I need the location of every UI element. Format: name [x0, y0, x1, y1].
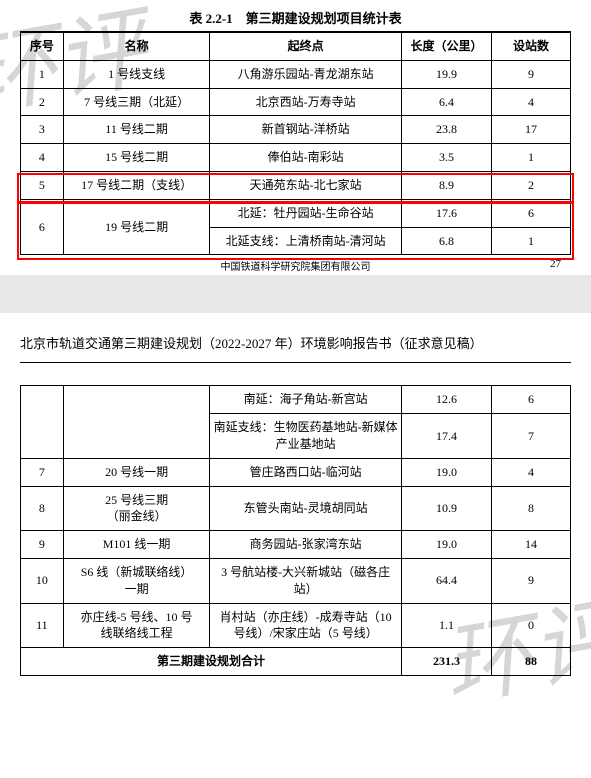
- table-row: 6 19 号线二期 北延：牡丹园站-生命谷站 17.6 6: [21, 199, 571, 227]
- table-row: 8 25 号线三期 （丽金线） 东管头南站-灵境胡同站 10.9 8: [21, 486, 571, 531]
- table-row: 5 17 号线二期（支线） 天通苑东站-北七家站 8.9 2: [21, 171, 571, 199]
- table-row: 10 S6 线（新城联络线） 一期 3 号航站楼-大兴新城站（磁各庄站） 64.…: [21, 558, 571, 603]
- cell-stations: 8: [492, 486, 571, 531]
- cell-name: 25 号线三期 （丽金线）: [63, 486, 210, 531]
- cell-terminals: 北延支线：上清桥南站-清河站: [210, 227, 402, 255]
- cell-terminals: 管庄路西口站-临河站: [210, 458, 402, 486]
- cell-terminals: 八角游乐园站-青龙湖东站: [210, 60, 402, 88]
- cell-stations: 14: [492, 531, 571, 559]
- cell-stations: 4: [492, 458, 571, 486]
- page-divider: [0, 275, 591, 313]
- cell-name: 1 号线支线: [63, 60, 210, 88]
- table-row: 9 M101 线一期 商务园站-张家湾东站 19.0 14: [21, 531, 571, 559]
- document-header: 北京市轨道交通第三期建设规划（2022-2027 年）环境影响报告书（征求意见稿…: [20, 327, 571, 363]
- cell-length: 64.4: [401, 558, 491, 603]
- cell-total-stations: 88: [492, 648, 571, 676]
- cell-terminals: 肖村站（亦庄线）-成寿寺站（10 号线）/宋家庄站（5 号线）: [210, 603, 402, 648]
- table-total-row: 第三期建设规划合计 231.3 88: [21, 648, 571, 676]
- cell-name: 7 号线三期（北延）: [63, 88, 210, 116]
- cell-terminals: 天通苑东站-北七家站: [210, 171, 402, 199]
- table-row: 4 15 号线二期 俸伯站-南彩站 3.5 1: [21, 144, 571, 172]
- cell-seq: 5: [21, 171, 64, 199]
- cell-name: M101 线一期: [63, 531, 210, 559]
- cell-terminals: 东管头南站-灵境胡同站: [210, 486, 402, 531]
- cell-length: 3.5: [401, 144, 491, 172]
- cell-length: 19.0: [401, 531, 491, 559]
- footer-org: 中国铁道科学研究院集团有限公司: [221, 262, 371, 273]
- cell-seq: 2: [21, 88, 64, 116]
- cell-seq: 3: [21, 116, 64, 144]
- page-1: 环评 表 2.2-1 第三期建设规划项目统计表 序号 名称 起终点 长度（公里）…: [0, 0, 591, 275]
- cell-name: 15 号线二期: [63, 144, 210, 172]
- cell-stations: 1: [492, 144, 571, 172]
- cell-terminals: 北京西站-万寿寺站: [210, 88, 402, 116]
- cell-name: 20 号线一期: [63, 458, 210, 486]
- cell-seq: [21, 386, 64, 458]
- table-row: 3 11 号线二期 新首钢站-洋桥站 23.8 17: [21, 116, 571, 144]
- cell-length: 12.6: [401, 386, 491, 414]
- hdr-seq: 序号: [21, 33, 64, 61]
- cell-length: 10.9: [401, 486, 491, 531]
- cell-name: 19 号线二期: [63, 199, 210, 255]
- cell-terminals: 商务园站-张家湾东站: [210, 531, 402, 559]
- cell-name: 11 号线二期: [63, 116, 210, 144]
- cell-length: 23.8: [401, 116, 491, 144]
- cell-terminals: 新首钢站-洋桥站: [210, 116, 402, 144]
- cell-length: 17.4: [401, 414, 491, 459]
- cell-seq: 11: [21, 603, 64, 648]
- hdr-terminals: 起终点: [210, 33, 402, 61]
- table-row: 1 1 号线支线 八角游乐园站-青龙湖东站 19.9 9: [21, 60, 571, 88]
- cell-seq: 9: [21, 531, 64, 559]
- cell-seq: 7: [21, 458, 64, 486]
- cell-length: 6.4: [401, 88, 491, 116]
- cell-seq: 4: [21, 144, 64, 172]
- cell-name: 亦庄线-5 号线、10 号 线联络线工程: [63, 603, 210, 648]
- table-1-title: 表 2.2-1 第三期建设规划项目统计表: [20, 8, 571, 32]
- table-row: 2 7 号线三期（北延） 北京西站-万寿寺站 6.4 4: [21, 88, 571, 116]
- cell-seq: 8: [21, 486, 64, 531]
- cell-terminals: 南延：海子角站-新宫站: [210, 386, 402, 414]
- cell-terminals: 俸伯站-南彩站: [210, 144, 402, 172]
- cell-name: [63, 386, 210, 458]
- hdr-length: 长度（公里）: [401, 33, 491, 61]
- table-2: 南延：海子角站-新宫站 12.6 6 南延支线：生物医药基地站-新媒体产业基地站…: [20, 385, 571, 676]
- cell-length: 19.9: [401, 60, 491, 88]
- cell-length: 19.0: [401, 458, 491, 486]
- cell-length: 8.9: [401, 171, 491, 199]
- table-row: 11 亦庄线-5 号线、10 号 线联络线工程 肖村站（亦庄线）-成寿寺站（10…: [21, 603, 571, 648]
- cell-stations: 6: [492, 199, 571, 227]
- cell-stations: 7: [492, 414, 571, 459]
- cell-seq: 6: [21, 199, 64, 255]
- cell-stations: 9: [492, 60, 571, 88]
- hdr-stations: 设站数: [492, 33, 571, 61]
- cell-stations: 9: [492, 558, 571, 603]
- cell-total-label: 第三期建设规划合计: [21, 648, 402, 676]
- footer-page-number: 27: [550, 258, 561, 270]
- cell-seq: 10: [21, 558, 64, 603]
- footer: 中国铁道科学研究院集团有限公司 27: [20, 258, 571, 273]
- cell-stations: 1: [492, 227, 571, 255]
- cell-stations: 6: [492, 386, 571, 414]
- cell-length: 1.1: [401, 603, 491, 648]
- hdr-name: 名称: [63, 33, 210, 61]
- table-row: 7 20 号线一期 管庄路西口站-临河站 19.0 4: [21, 458, 571, 486]
- cell-stations: 4: [492, 88, 571, 116]
- cell-stations: 17: [492, 116, 571, 144]
- page-2: 环评 北京市轨道交通第三期建设规划（2022-2027 年）环境影响报告书（征求…: [0, 313, 591, 680]
- table-1-header-row: 序号 名称 起终点 长度（公里） 设站数: [21, 33, 571, 61]
- cell-name: S6 线（新城联络线） 一期: [63, 558, 210, 603]
- cell-total-length: 231.3: [401, 648, 491, 676]
- cell-terminals: 南延支线：生物医药基地站-新媒体产业基地站: [210, 414, 402, 459]
- cell-terminals: 北延：牡丹园站-生命谷站: [210, 199, 402, 227]
- cell-stations: 0: [492, 603, 571, 648]
- cell-length: 17.6: [401, 199, 491, 227]
- table-row: 南延：海子角站-新宫站 12.6 6: [21, 386, 571, 414]
- cell-seq: 1: [21, 60, 64, 88]
- cell-terminals: 3 号航站楼-大兴新城站（磁各庄站）: [210, 558, 402, 603]
- cell-name: 17 号线二期（支线）: [63, 171, 210, 199]
- cell-stations: 2: [492, 171, 571, 199]
- cell-length: 6.8: [401, 227, 491, 255]
- table-1: 序号 名称 起终点 长度（公里） 设站数 1 1 号线支线 八角游乐园站-青龙湖…: [20, 32, 571, 255]
